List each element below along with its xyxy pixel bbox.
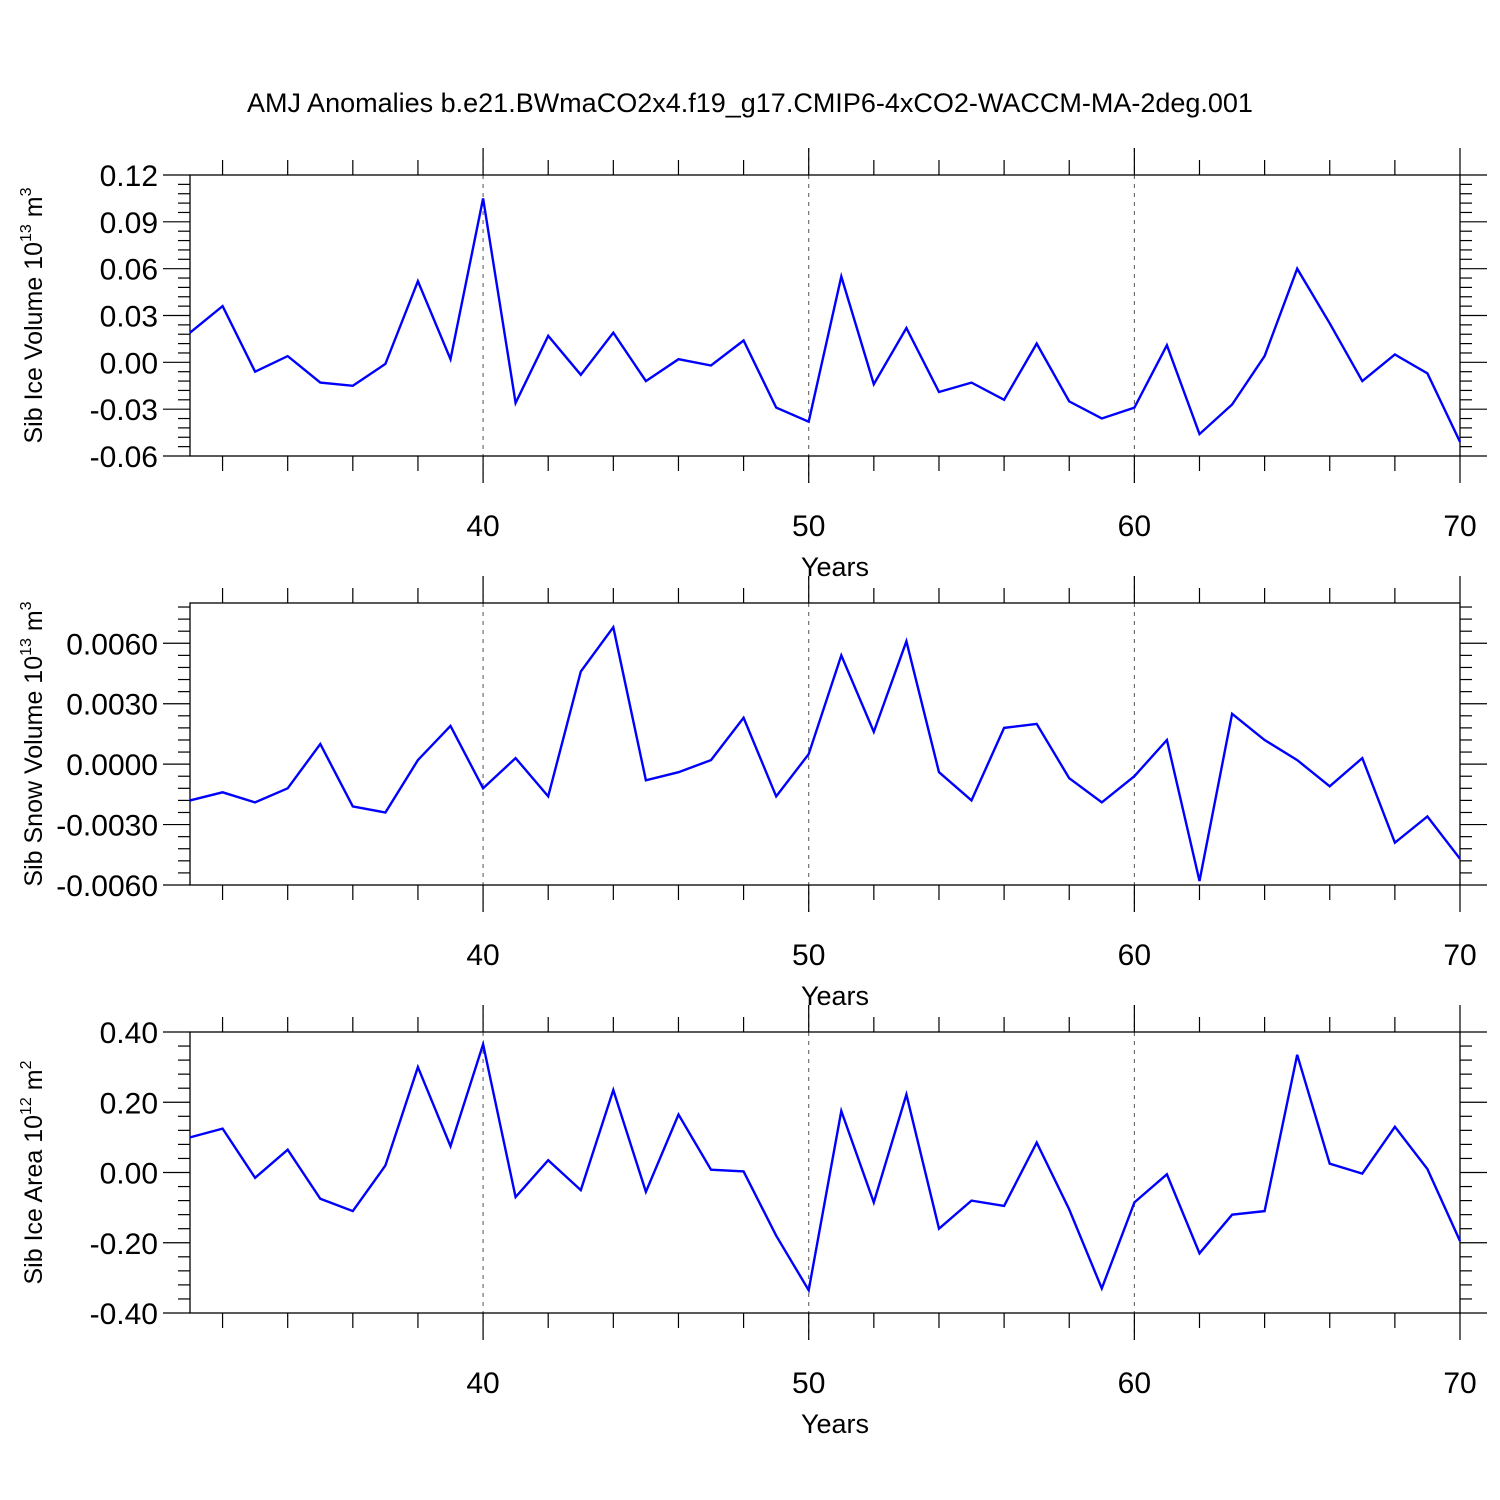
y-axis-label-superscript: 3 <box>18 187 35 196</box>
panel-2: 40 50 60 70 -0.0060 -0.0030 0.0000 0.0030 0.0060… <box>18 576 1487 1011</box>
y-tick-label: 0.00 <box>100 347 158 380</box>
y-axis-label-part: m <box>20 1069 48 1097</box>
y-tick-label: 0.00 <box>100 1158 158 1191</box>
series-line <box>189 624 1461 882</box>
plot-frame <box>189 174 1461 457</box>
y-axis-label-superscript: 12 <box>18 1097 35 1115</box>
y-tick-label: -0.06 <box>90 441 158 474</box>
y-tick-label: 0.0060 <box>66 628 158 661</box>
plot-frame <box>189 602 1461 886</box>
y-tick-label: 0.03 <box>100 301 158 334</box>
x-tick-label: 40 <box>466 1367 499 1400</box>
chart-title: AMJ Anomalies b.e21.BWmaCO2x4.f19_g17.CM… <box>247 88 1253 118</box>
x-tick-label: 40 <box>466 939 499 972</box>
y-axis-label-superscript: 13 <box>18 638 35 656</box>
y-tick-label: 0.09 <box>100 207 158 240</box>
x-axis-label: Years <box>801 552 869 582</box>
y-axis-label-part: Sib Snow Volume 10 <box>20 656 48 887</box>
x-tick-label: 60 <box>1118 510 1151 543</box>
series-line <box>189 198 1462 443</box>
y-axis-label-part: Sib Ice Volume 10 <box>20 242 48 444</box>
y-tick-label: -0.0030 <box>56 810 158 843</box>
x-tick-label: 50 <box>792 510 825 543</box>
y-tick-label: -0.03 <box>90 394 158 427</box>
x-axis-label: Years <box>801 1409 869 1439</box>
y-axis-label-part: Sib Ice Area 10 <box>20 1115 48 1285</box>
y-tick-label: 0.12 <box>100 160 158 193</box>
x-tick-label: 70 <box>1443 939 1476 972</box>
y-tick-label: 0.40 <box>100 1017 158 1050</box>
y-axis-label: Sib Ice Area 1012 m2 <box>18 1060 48 1284</box>
y-axis-label-part: m <box>20 196 48 224</box>
y-tick-label: 0.0030 <box>66 689 158 722</box>
y-axis-label-superscript: 13 <box>18 224 35 242</box>
x-tick-label: 50 <box>792 939 825 972</box>
y-axis-label: Sib Snow Volume 1013 m3 <box>18 601 48 886</box>
y-tick-label: -0.40 <box>90 1298 158 1331</box>
y-tick-label: 0.0000 <box>66 749 158 782</box>
y-tick-label: -0.0060 <box>56 870 158 903</box>
x-tick-label: 60 <box>1118 1367 1151 1400</box>
y-axis-label-part: m <box>20 610 48 638</box>
y-tick-label: 0.20 <box>100 1087 158 1120</box>
panel-1: 40 50 60 70 -0.06 -0.03 0.00 0.03 0.06 0.09 0.12 Ye… <box>18 148 1487 582</box>
y-tick-label: -0.20 <box>90 1228 158 1261</box>
y-axis-label-superscript: 2 <box>18 1060 35 1069</box>
y-axis-label: Sib Ice Volume 1013 m3 <box>18 187 48 443</box>
x-tick-label: 70 <box>1443 510 1476 543</box>
y-axis-label-superscript: 3 <box>18 601 35 610</box>
panel-3: 40 50 60 70 -0.40 -0.20 0.00 0.20 0.40 Years Sib I… <box>18 1005 1487 1439</box>
x-axis-label: Years <box>801 981 869 1011</box>
x-tick-label: 50 <box>792 1367 825 1400</box>
x-tick-label: 40 <box>466 510 499 543</box>
x-tick-label: 60 <box>1118 939 1151 972</box>
y-tick-label: 0.06 <box>100 254 158 287</box>
x-tick-label: 70 <box>1443 1367 1476 1400</box>
series-line <box>189 1039 1462 1294</box>
